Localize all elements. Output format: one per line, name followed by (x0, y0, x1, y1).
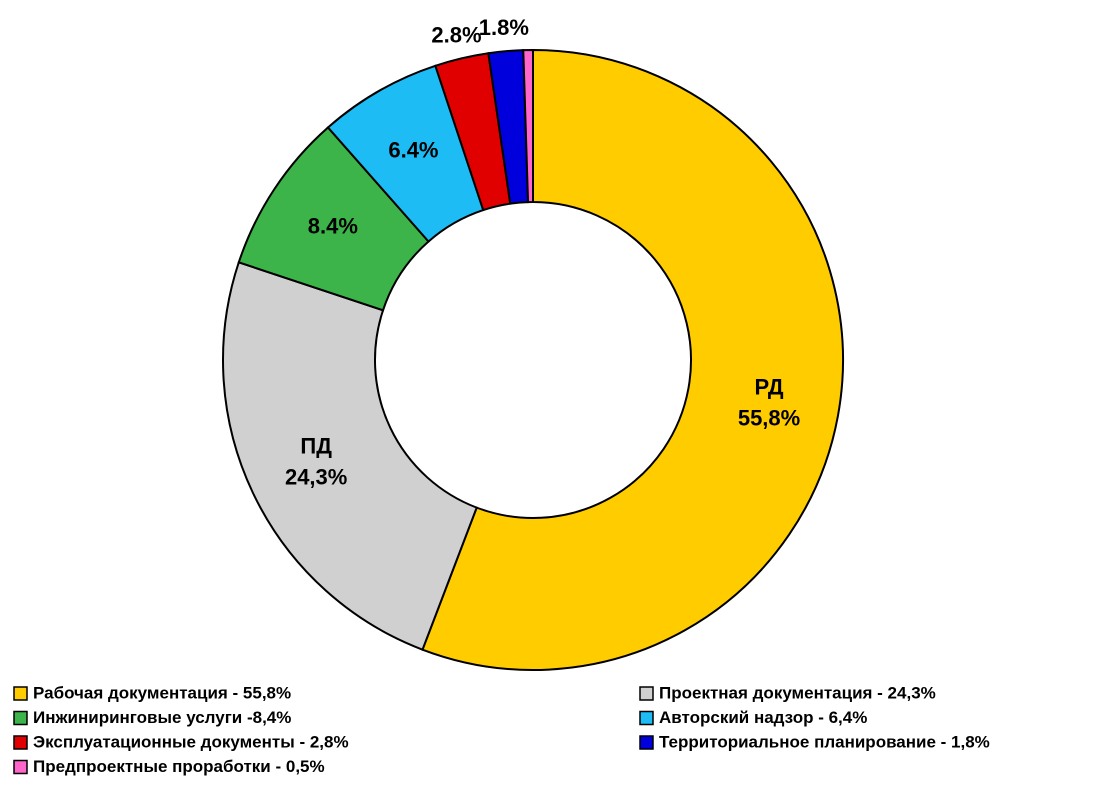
legend-text: Предпроектные проработки - 0,5% (33, 757, 325, 776)
slice-label: 8.4% (308, 213, 358, 238)
legend-text: Инжиниринговые услуги -8,4% (33, 708, 291, 727)
slice (222, 261, 478, 651)
legend-text: Территориальное планирование - 1,8% (659, 732, 990, 751)
legend-swatch (13, 759, 28, 775)
slice-label: 1.8% (479, 15, 529, 40)
legend-swatch (13, 686, 28, 701)
slice-label: РД (755, 374, 784, 399)
slice-label: 55,8% (738, 405, 800, 430)
legend-swatch (639, 710, 654, 726)
legend-text: Авторский надзор - 6,4% (659, 708, 867, 727)
slice-label: ПД (300, 434, 332, 459)
slice (522, 48, 534, 204)
slice-label: 6.4% (388, 138, 438, 163)
slice-label: 2.8% (431, 23, 481, 48)
legend-swatch (13, 735, 28, 750)
slice-label: 24,3% (285, 465, 347, 490)
legend-text: Проектная документация - 24,3% (659, 683, 936, 702)
legend-text: Эксплуатационные документы - 2,8% (33, 732, 349, 751)
legend-swatch (639, 686, 654, 701)
slice (421, 48, 844, 671)
legend-text: Рабочая документация - 55,8% (33, 683, 291, 702)
legend-swatch (13, 710, 28, 726)
legend-swatch (639, 735, 654, 750)
